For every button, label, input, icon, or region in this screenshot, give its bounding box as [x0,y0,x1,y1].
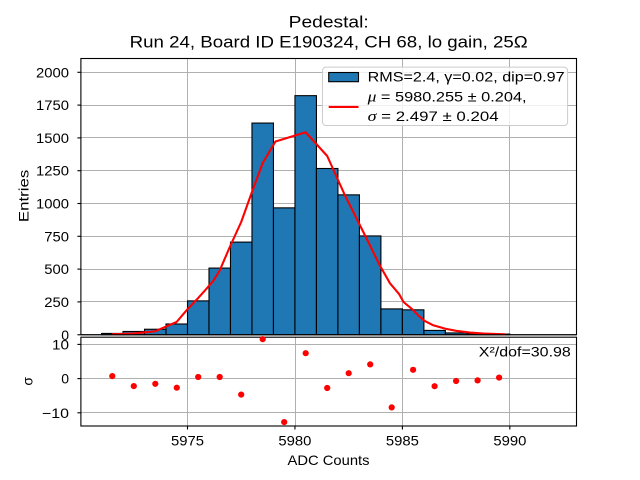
svg-text:750: 750 [44,228,69,244]
svg-text:0: 0 [61,371,69,387]
svg-text:1500: 1500 [36,130,69,146]
svg-text:Pedestal:: Pedestal: [289,12,369,31]
svg-text:5985: 5985 [386,433,419,449]
svg-text:1750: 1750 [36,97,69,113]
svg-text:500: 500 [44,261,69,277]
svg-text:10: 10 [52,336,69,352]
svg-text:250: 250 [44,294,69,310]
svg-text:−10: −10 [42,405,69,421]
svg-text:5990: 5990 [493,433,526,449]
svg-text:5975: 5975 [171,433,204,449]
svg-text:1000: 1000 [36,196,69,212]
svg-text:Run 24, Board ID E190324, CH 6: Run 24, Board ID E190324, CH 68, lo gain… [130,32,528,51]
svg-text:ADC Counts: ADC Counts [288,452,370,468]
svg-text:σ = 2.497 ± 0.204: σ = 2.497 ± 0.204 [368,108,499,125]
svg-text:Entries: Entries [16,170,32,222]
svg-text:5980: 5980 [278,433,311,449]
svg-text:X²/dof=30.98: X²/dof=30.98 [479,343,571,359]
svg-text:1250: 1250 [36,163,69,179]
svg-text:σ: σ [19,377,35,386]
svg-text:2000: 2000 [36,64,69,80]
svg-text:RMS=2.4, γ=0.02, dip=0.97: RMS=2.4, γ=0.02, dip=0.97 [368,68,565,84]
svg-text:μ = 5980.255 ± 0.204,: μ = 5980.255 ± 0.204, [366,89,526,106]
svg-text:0: 0 [61,327,69,343]
